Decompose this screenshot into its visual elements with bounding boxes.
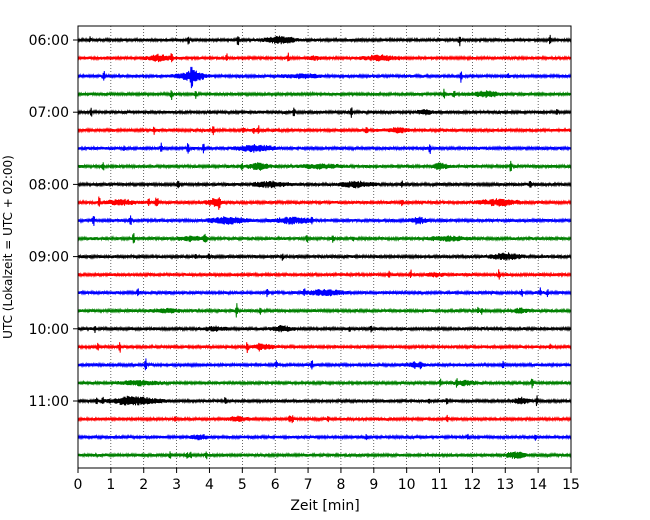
seismogram-trace: [77, 414, 572, 424]
seismogram-trace: [77, 325, 572, 334]
seismogram-trace: [77, 34, 572, 47]
seismogram-trace: [77, 232, 572, 244]
seismogram-trace: [77, 125, 572, 136]
x-tick-label: 15: [562, 477, 580, 493]
seismogram-trace: [77, 342, 572, 354]
x-tick-label: 6: [271, 477, 280, 493]
seismogram-trace: [77, 142, 572, 155]
x-axis-label: Zeit [min]: [290, 498, 359, 514]
y-tick-label: 09:00: [29, 250, 69, 266]
seismogram-trace: [77, 451, 572, 460]
x-axis-ticks: 0 1 2 3 4 5 6 7 8 9 10 11 12 13 14 15: [74, 468, 580, 493]
seismogram-trace: [77, 88, 572, 101]
seismogram-trace: [77, 160, 572, 172]
y-axis-label: UTC (Lokalzeit = UTC + 02:00): [1, 155, 15, 339]
seismogram-trace: [77, 303, 572, 318]
seismogram-trace: [77, 52, 572, 63]
x-tick-label: 4: [205, 477, 214, 493]
plot-frame: [77, 25, 572, 469]
y-axis-ticks: 06:00 07:00 08:00 09:00 10:00 11:00: [29, 33, 78, 410]
x-tick-label: 1: [106, 477, 115, 493]
seismogram-trace: [77, 66, 572, 89]
x-tick-label: 5: [238, 477, 247, 493]
seismogram-trace: [77, 433, 572, 441]
x-tick-label: 2: [139, 477, 148, 493]
x-tick-label: 9: [369, 477, 378, 493]
seismogram-traces: [77, 34, 572, 460]
x-tick-label: 7: [304, 477, 313, 493]
x-tick-label: 14: [529, 477, 547, 493]
x-tick-label: 10: [398, 477, 416, 493]
plot-background: [78, 26, 571, 468]
seismogram-trace: [77, 252, 572, 261]
seismogram-trace: [77, 196, 572, 210]
y-tick-label: 11:00: [29, 394, 69, 410]
seismogram-trace: [77, 395, 572, 407]
x-tick-label: 12: [463, 477, 481, 493]
seismogram-trace: [77, 358, 572, 371]
x-tick-label: 8: [336, 477, 345, 493]
x-tick-label: 3: [172, 477, 181, 493]
seismogram-trace: [77, 180, 572, 189]
seismogram-trace: [77, 269, 572, 280]
y-tick-label: 07:00: [29, 105, 69, 121]
y-tick-label: 06:00: [29, 33, 69, 49]
seismogram-trace: [77, 378, 572, 389]
seismogram-trace: [77, 107, 572, 118]
seismogram-trace: [77, 287, 572, 298]
y-tick-label: 10:00: [29, 322, 69, 338]
x-tick-label: 13: [496, 477, 514, 493]
seismogram-trace: [77, 215, 572, 226]
x-tick-label: 11: [431, 477, 449, 493]
x-tick-label: 0: [74, 477, 83, 493]
y-tick-label: 08:00: [29, 177, 69, 193]
